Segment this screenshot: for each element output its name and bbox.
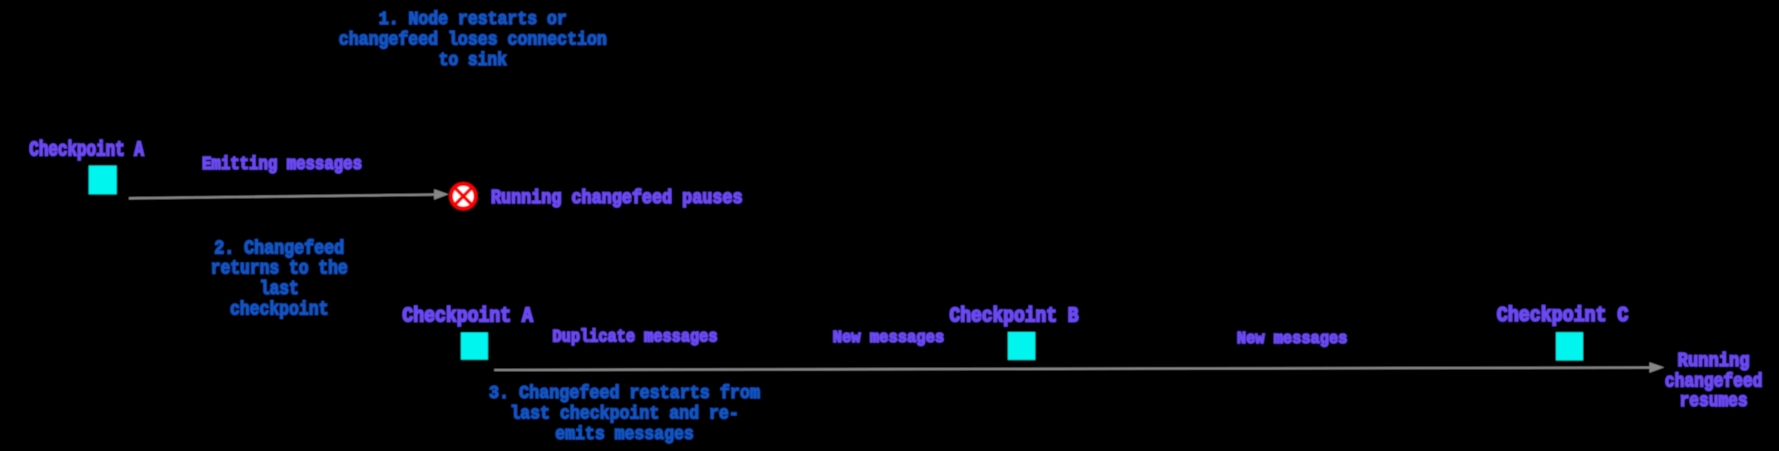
svg-text:returns to the: returns to the	[211, 258, 348, 280]
svg-text:to sink: to sink	[439, 51, 507, 71]
svg-text:changefeed: changefeed	[1665, 371, 1763, 393]
svg-text:Checkpoint A: Checkpoint A	[29, 140, 144, 163]
svg-text:3. Changefeed restarts from: 3. Changefeed restarts from	[489, 383, 760, 404]
svg-text:Running changefeed pauses: Running changefeed pauses	[491, 187, 743, 209]
svg-text:Running: Running	[1678, 350, 1750, 372]
svg-text:2. Changefeed: 2. Changefeed	[214, 237, 344, 259]
svg-text:checkpoint: checkpoint	[230, 298, 329, 320]
svg-text:1. Node restarts or: 1. Node restarts or	[379, 10, 567, 30]
svg-text:Duplicate messages: Duplicate messages	[553, 328, 718, 348]
svg-text:last checkpoint and re-: last checkpoint and re-	[510, 403, 739, 424]
svg-text:New messages: New messages	[1237, 330, 1348, 349]
svg-text:Checkpoint A: Checkpoint A	[402, 306, 533, 329]
svg-text:emits messages: emits messages	[555, 424, 694, 445]
svg-text:last: last	[260, 278, 299, 300]
svg-text:New messages: New messages	[833, 329, 945, 348]
svg-text:changefeed loses connection: changefeed loses connection	[339, 31, 607, 51]
svg-text:Checkpoint C: Checkpoint C	[1497, 305, 1629, 328]
svg-text:resumes: resumes	[1680, 390, 1748, 412]
svg-text:Emitting messages: Emitting messages	[202, 155, 362, 175]
svg-text:Checkpoint B: Checkpoint B	[950, 305, 1079, 328]
